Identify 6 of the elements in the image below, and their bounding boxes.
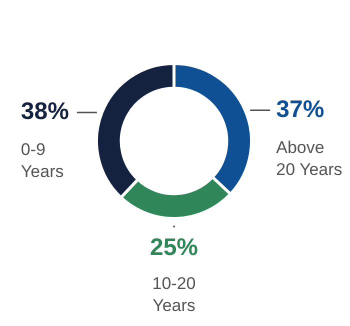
data-label: 25%: [150, 234, 198, 262]
slice-label: 10-20 Years: [152, 274, 196, 316]
slice-label: Above 20 Years: [276, 138, 342, 179]
data-label: 37%: [276, 96, 324, 123]
data-label: 38%: [20, 98, 69, 126]
slice-label: 0-9 Years: [20, 140, 64, 182]
